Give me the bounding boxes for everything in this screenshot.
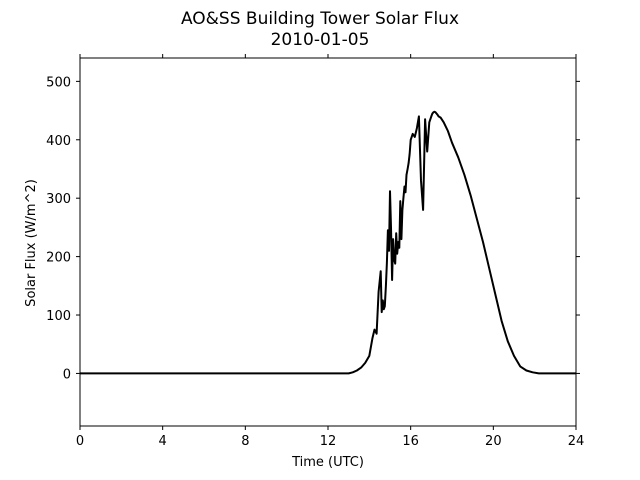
y-tick-label: 100 [46,309,71,324]
x-tick-label: 24 [568,434,585,449]
x-tick-label: 16 [402,434,419,449]
plot-frame [79,57,577,427]
y-axis-label: Solar Flux (W/m^2) [24,179,39,307]
x-tick-label: 0 [76,434,84,449]
y-tick-label: 400 [46,134,71,149]
chart-title: AO&SS Building Tower Solar Flux [181,9,459,29]
x-tick-label: 8 [241,434,249,449]
x-axis-label: Time (UTC) [291,455,364,470]
chart-subtitle: 2010-01-05 [271,30,370,50]
y-tick-label: 0 [63,367,71,382]
y-tick-label: 200 [46,251,71,266]
plot-area: 0 4 8 12 16 20 24 0 100 200 300 400 500 [46,54,584,449]
y-tick-label: 300 [46,192,71,207]
x-tick-label: 20 [485,434,502,449]
series-line-0 [80,110,576,375]
x-tick-label: 4 [159,434,167,449]
y-tick-label: 500 [46,75,71,90]
x-tick-label: 12 [320,434,337,449]
